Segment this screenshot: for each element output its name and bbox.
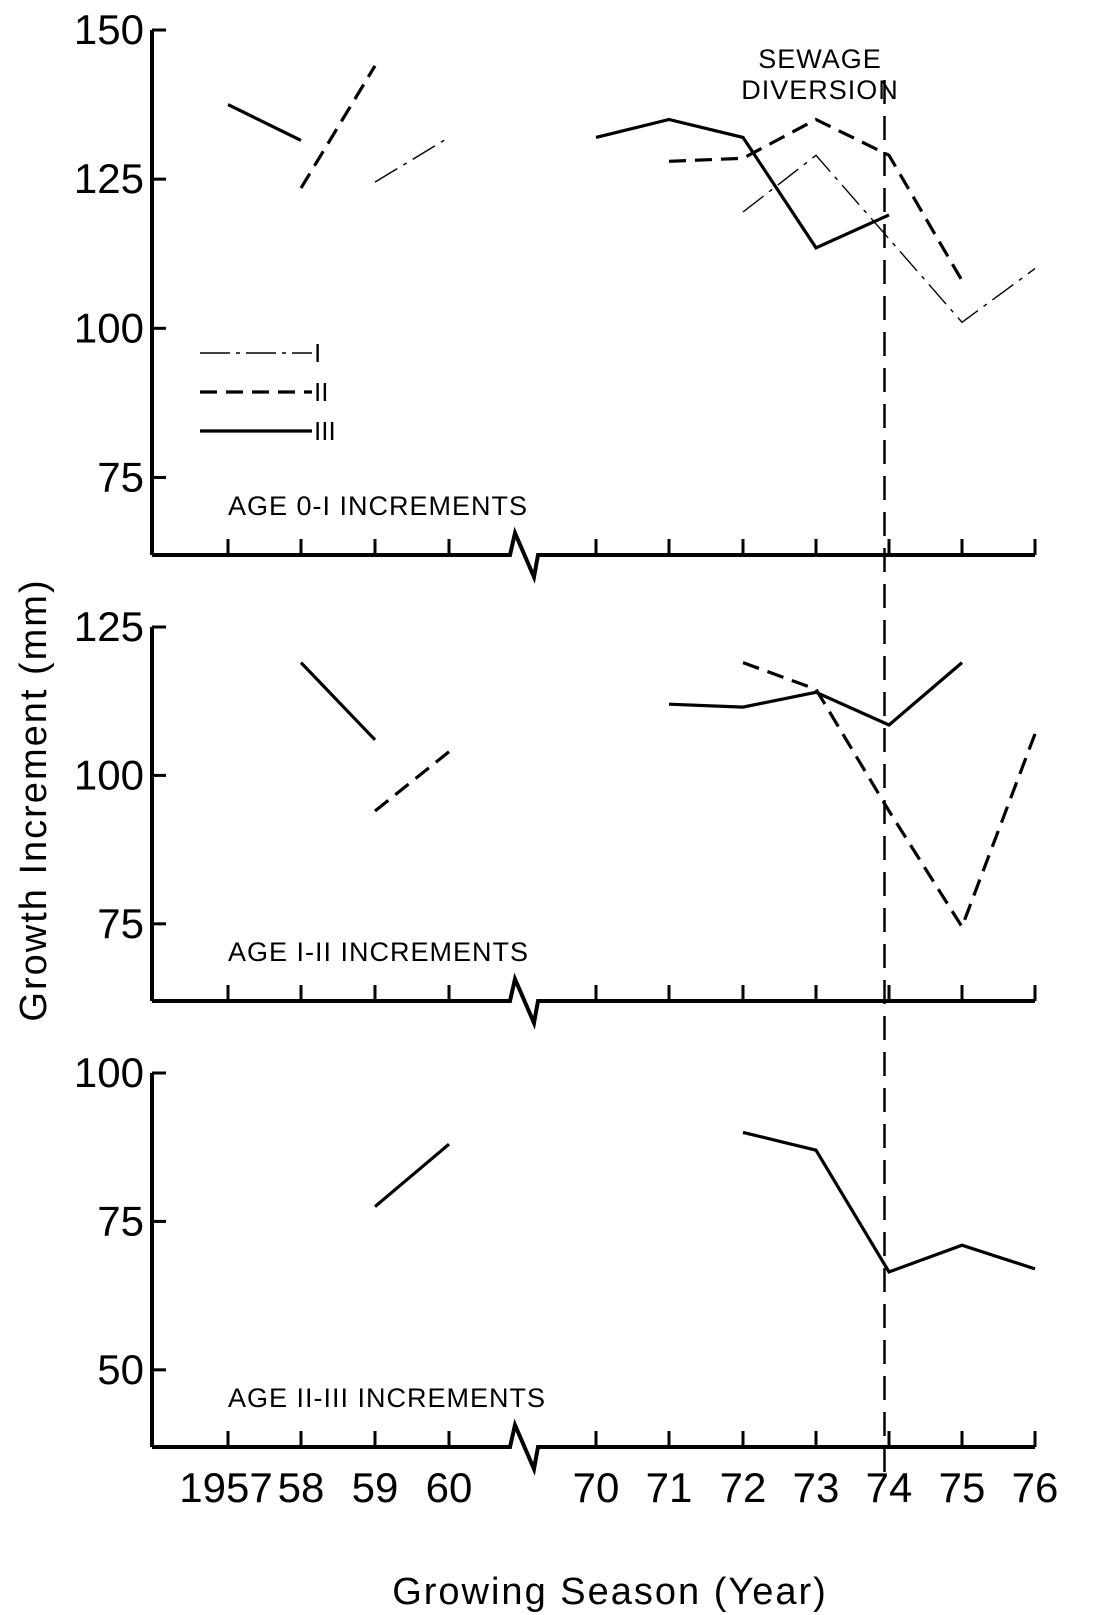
series-line-III [227, 103, 302, 142]
x-tick-label: 59 [352, 1464, 399, 1511]
series-line-I [742, 154, 1036, 324]
x-tick-label: 72 [720, 1464, 767, 1511]
y-tick-label: 150 [74, 6, 144, 53]
series-line-III [299, 661, 377, 741]
x-tick-label: 58 [278, 1464, 325, 1511]
series-line-III [742, 1130, 1036, 1274]
y-tick-label: 100 [74, 1049, 144, 1096]
panel-1: 75 100 125 150 AGE 0-I INCREMENTS [74, 6, 1037, 584]
x-axis-title: Growing Season (Year) [392, 1571, 828, 1613]
legend-label-III: III [314, 416, 336, 446]
x-axis-line [152, 1418, 1035, 1476]
sewage-annotation-line-1: SEWAGE [758, 44, 882, 74]
y-tick-label: 75 [97, 1197, 144, 1244]
series-line-III [373, 1142, 451, 1208]
panel-3: 50 75 100 AGE II-III INCREMENTS [74, 1049, 1037, 1476]
y-tick-label: 125 [74, 155, 144, 202]
x-tick-label: 1957 [179, 1464, 272, 1511]
x-tick-label: 60 [426, 1464, 473, 1511]
panel-label: AGE 0-I INCREMENTS [228, 491, 528, 521]
series-line-I [374, 136, 450, 183]
series-line-II [373, 750, 451, 813]
y-tick-label: 75 [97, 453, 144, 500]
chart-panels: 75 100 125 150 AGE 0-I INCREMENTS 75 100 125 AGE… [74, 6, 1037, 1476]
panel-2: 75 100 125 AGE I-II INCREMENTS [74, 603, 1037, 1030]
y-tick-label: 100 [74, 751, 144, 798]
x-tick-label: 75 [939, 1464, 986, 1511]
chart-overlay: SEWAGE DIVERSION [741, 44, 899, 1478]
panel-label: AGE I-II INCREMENTS [228, 937, 529, 967]
x-axis-line [152, 972, 1035, 1030]
series-line-III [595, 117, 890, 250]
x-tick-labels: 1957 58 59 60 70 71 72 73 74 75 76 [179, 1464, 1058, 1511]
y-tick-label: 125 [74, 603, 144, 650]
series-line-II [742, 661, 1037, 931]
x-tick-label: 73 [793, 1464, 840, 1511]
series-line-II [299, 64, 377, 189]
x-axis-line [152, 526, 1035, 584]
y-axis-title: Growth Increment (mm) [13, 578, 55, 1021]
legend-label-I: I [314, 338, 321, 368]
x-tick-label: 70 [573, 1464, 620, 1511]
y-tick-label: 75 [97, 900, 144, 947]
panel-label: AGE II-III INCREMENTS [228, 1383, 546, 1413]
series-line-III [668, 661, 964, 727]
y-tick-label: 50 [97, 1346, 144, 1393]
series-line-II [668, 117, 964, 282]
x-tick-label: 71 [646, 1464, 693, 1511]
y-tick-label: 100 [74, 304, 144, 351]
sewage-annotation-line-2: DIVERSION [741, 75, 899, 105]
x-tick-label: 76 [1012, 1464, 1059, 1511]
x-tick-label: 74 [866, 1464, 913, 1511]
legend-label-II: II [314, 377, 328, 407]
